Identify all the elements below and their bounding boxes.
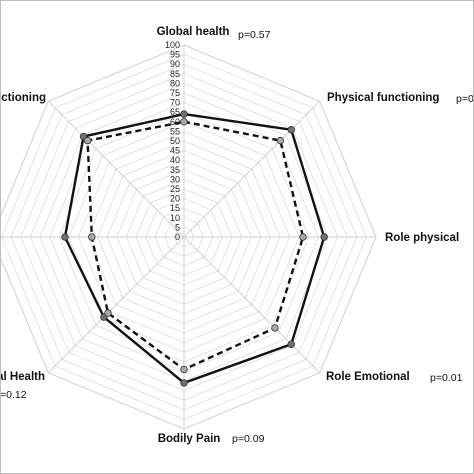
radial-tick-80: 80 (170, 78, 180, 88)
radial-tick-10: 10 (170, 213, 180, 223)
series-1-point-3 (287, 340, 295, 348)
radial-tick-5: 5 (175, 222, 180, 232)
series-2-point-7 (83, 136, 92, 145)
p-value-role-emotional: p=0.01 (430, 372, 463, 384)
radial-tick-60: 60 (170, 117, 180, 127)
radar-axes (0, 45, 376, 429)
p-value-physical-functioning: p=0 (456, 93, 474, 105)
radial-tick-65: 65 (170, 107, 180, 117)
radial-tick-20: 20 (170, 194, 180, 204)
axis-spoke-5 (47, 236, 185, 374)
category-label-global-health: Global health (157, 26, 230, 38)
radial-tick-40: 40 (170, 155, 180, 165)
radial-tick-labels: 0510152025303540455055606570758085909510… (165, 40, 180, 242)
radial-tick-70: 70 (170, 98, 180, 108)
p-value-bodily-pain: p=0.09 (232, 433, 265, 445)
radial-tick-95: 95 (170, 50, 180, 60)
category-label-mental-health: al Health (0, 371, 45, 383)
category-label-physical-functioning: Physical functioning (327, 92, 439, 104)
p-value-global-health: p=0.57 (238, 29, 271, 41)
axis-spoke-7 (47, 100, 185, 238)
category-label-role-physical: Role physical (385, 232, 459, 244)
radial-tick-50: 50 (170, 136, 180, 146)
series-2-point-4 (180, 365, 188, 374)
series-2-point-1 (276, 136, 285, 145)
series-1-point-2 (320, 233, 328, 241)
axis-spoke-1 (183, 100, 321, 238)
radial-tick-15: 15 (170, 203, 180, 213)
series-1-point-6 (61, 233, 69, 241)
series-1-point-0 (180, 110, 188, 118)
series-1-point-1 (287, 126, 295, 134)
category-label-bodily-pain: Bodily Pain (158, 433, 221, 445)
radial-tick-25: 25 (170, 184, 180, 194)
category-label-role-emotional: Role Emotional (326, 371, 410, 383)
series-1-point-4 (180, 379, 188, 387)
series-2-point-6 (88, 233, 96, 241)
radial-tick-75: 75 (170, 88, 180, 98)
axis-spoke-3 (183, 236, 321, 374)
series-2-point-3 (271, 324, 279, 332)
p-value-mental-health: =0.12 (0, 389, 27, 401)
series-2-point-2 (299, 233, 307, 241)
radial-tick-90: 90 (170, 59, 180, 69)
radial-tick-30: 30 (170, 174, 180, 184)
series-2-point-0 (180, 118, 188, 126)
series-2-point-5 (104, 309, 112, 317)
radial-tick-45: 45 (170, 146, 180, 156)
category-label-social-functioning: nctioning (0, 92, 46, 104)
radial-tick-35: 35 (170, 165, 180, 175)
radial-tick-85: 85 (170, 69, 180, 79)
radial-tick-100: 100 (165, 40, 180, 50)
radial-tick-0: 0 (175, 232, 180, 242)
radial-tick-55: 55 (170, 126, 180, 136)
radar-series (61, 110, 328, 387)
